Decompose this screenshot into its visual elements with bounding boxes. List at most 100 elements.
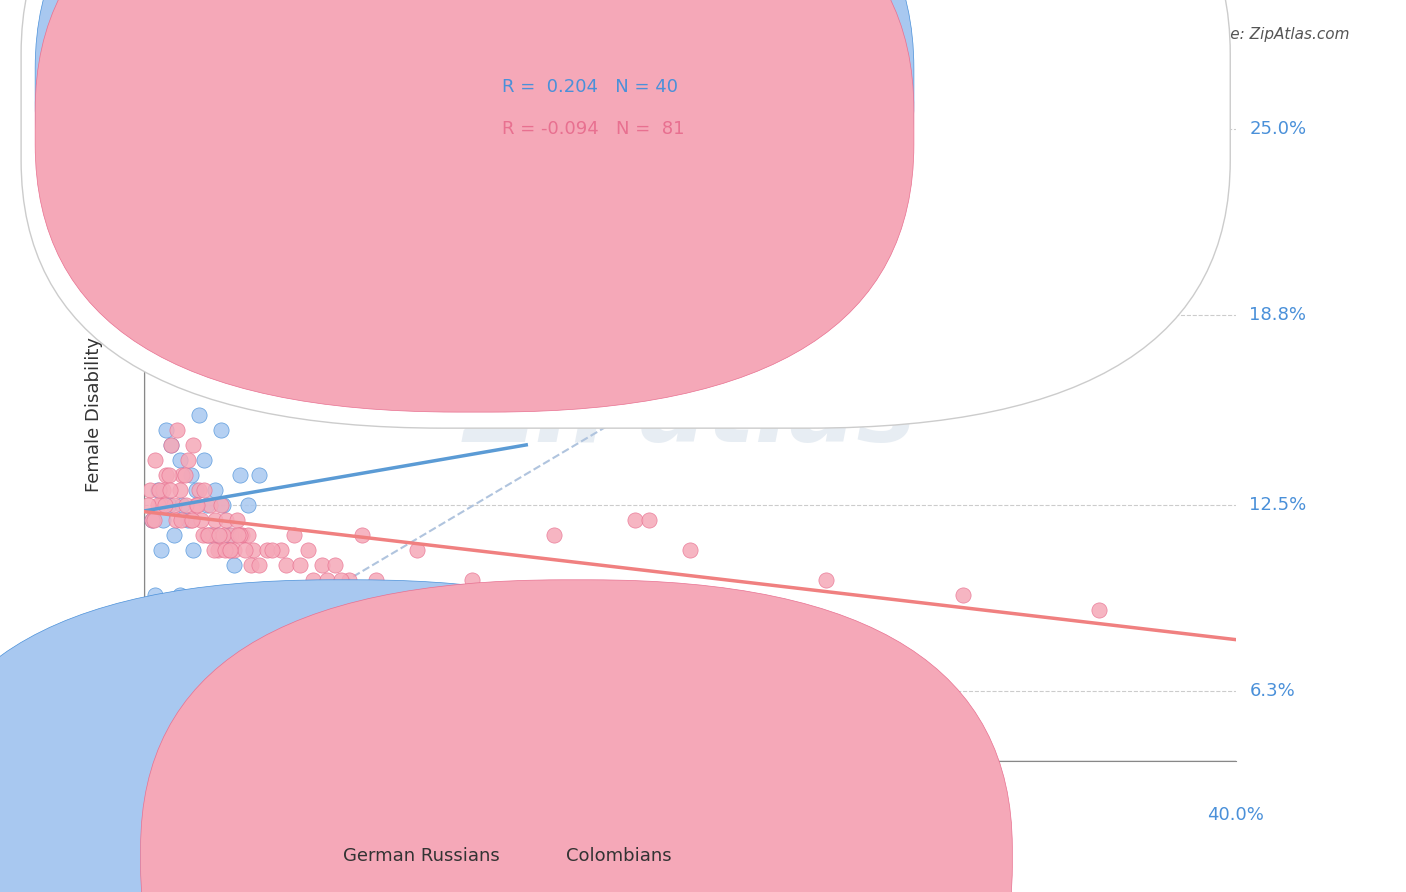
Point [136, 498, 159, 512]
Point [236, 498, 259, 512]
Point [198, 498, 221, 512]
Point [181, 513, 204, 527]
Point [153, 498, 176, 512]
Text: 0.0%: 0.0% [121, 805, 167, 824]
Point [202, 543, 225, 558]
Point [187, 408, 209, 422]
Point [215, 513, 238, 527]
Point [186, 498, 208, 512]
Point [274, 558, 297, 572]
Point [187, 483, 209, 497]
Point [262, 543, 284, 558]
Point [204, 513, 226, 527]
Point [174, 467, 197, 482]
Point [228, 528, 250, 542]
Point [239, 558, 262, 572]
Point [172, 498, 194, 512]
Point [226, 513, 249, 527]
Text: 6.3%: 6.3% [1250, 682, 1295, 700]
Point [193, 452, 215, 467]
Point [149, 498, 172, 512]
Point [624, 513, 647, 527]
Point [169, 452, 191, 467]
Point [198, 528, 221, 542]
Point [201, 528, 224, 542]
Point [221, 528, 243, 542]
Text: GERMAN RUSSIAN VS COLOMBIAN FEMALE DISABILITY CORRELATION CHART: GERMAN RUSSIAN VS COLOMBIAN FEMALE DISAB… [56, 27, 948, 46]
Point [209, 498, 232, 512]
Text: 18.8%: 18.8% [1250, 306, 1306, 325]
Point [165, 513, 187, 527]
Point [170, 513, 193, 527]
Point [181, 287, 204, 301]
Point [233, 543, 256, 558]
Text: Colombians: Colombians [565, 847, 672, 865]
Point [302, 573, 325, 587]
Point [163, 498, 186, 512]
Point [159, 483, 181, 497]
Point [155, 467, 177, 482]
Point [146, 483, 169, 497]
Text: Female Disability: Female Disability [86, 337, 103, 492]
Point [221, 332, 243, 346]
Point [155, 423, 177, 437]
Point [160, 438, 183, 452]
Point [141, 513, 163, 527]
Point [207, 543, 229, 558]
Point [177, 452, 200, 467]
Point [177, 513, 200, 527]
Point [247, 467, 270, 482]
Point [231, 664, 253, 678]
Point [212, 498, 235, 512]
Point [352, 528, 374, 542]
Point [952, 588, 974, 602]
Point [270, 543, 292, 558]
Point [224, 558, 246, 572]
Point [152, 513, 174, 527]
Point [218, 543, 240, 558]
Point [288, 558, 311, 572]
Point [219, 543, 242, 558]
Point [163, 528, 186, 542]
Point [329, 573, 352, 587]
Point [176, 498, 198, 512]
Point [209, 648, 232, 663]
Point [190, 513, 212, 527]
Point [236, 528, 259, 542]
Point [193, 483, 215, 497]
Point [247, 558, 270, 572]
Point [460, 573, 482, 587]
Point [231, 528, 253, 542]
Point [195, 498, 218, 512]
Point [143, 452, 166, 467]
Point [141, 513, 163, 527]
Point [184, 483, 207, 497]
Point [197, 528, 219, 542]
Point [143, 588, 166, 602]
Point [242, 543, 264, 558]
Point [146, 498, 169, 512]
Point [169, 483, 191, 497]
Point [226, 528, 249, 542]
Point [228, 467, 250, 482]
Point [166, 423, 188, 437]
Point [181, 438, 204, 452]
Text: German Russians: German Russians [343, 847, 501, 865]
Point [180, 513, 202, 527]
Point [195, 528, 218, 542]
Point [148, 483, 170, 497]
Text: 40.0%: 40.0% [1208, 805, 1264, 824]
Point [679, 543, 702, 558]
Point [172, 467, 194, 482]
Point [152, 483, 174, 497]
Point [311, 558, 333, 572]
Point [638, 513, 661, 527]
Text: 25.0%: 25.0% [1250, 120, 1306, 137]
Point [366, 573, 388, 587]
Point [207, 528, 229, 542]
Point [155, 708, 177, 723]
Point [209, 423, 232, 437]
Point [1088, 603, 1111, 617]
Point [169, 588, 191, 602]
Point [157, 498, 180, 512]
